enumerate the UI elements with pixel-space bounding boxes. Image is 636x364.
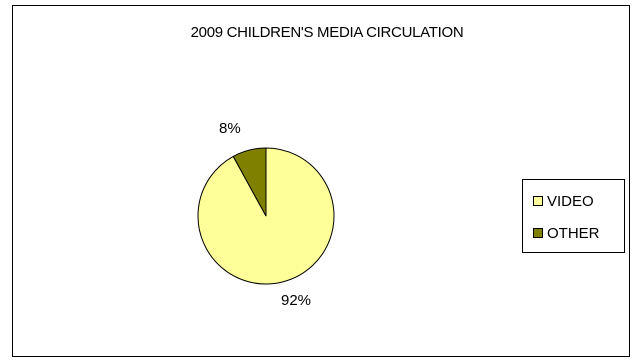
legend-swatch-video: [533, 196, 543, 206]
data-label-other: 8%: [219, 120, 241, 137]
pie-slice-other: [232, 147, 267, 217]
legend-item-other: OTHER: [533, 224, 600, 242]
legend-item-video: VIDEO: [533, 192, 594, 210]
legend: VIDEO OTHER: [522, 179, 625, 253]
legend-swatch-other: [533, 228, 543, 238]
chart-title: 2009 CHILDREN'S MEDIA CIRCULATION: [190, 24, 464, 41]
legend-label-video: VIDEO: [547, 192, 594, 210]
data-label-video: 92%: [281, 292, 312, 309]
legend-label-other: OTHER: [547, 224, 600, 242]
